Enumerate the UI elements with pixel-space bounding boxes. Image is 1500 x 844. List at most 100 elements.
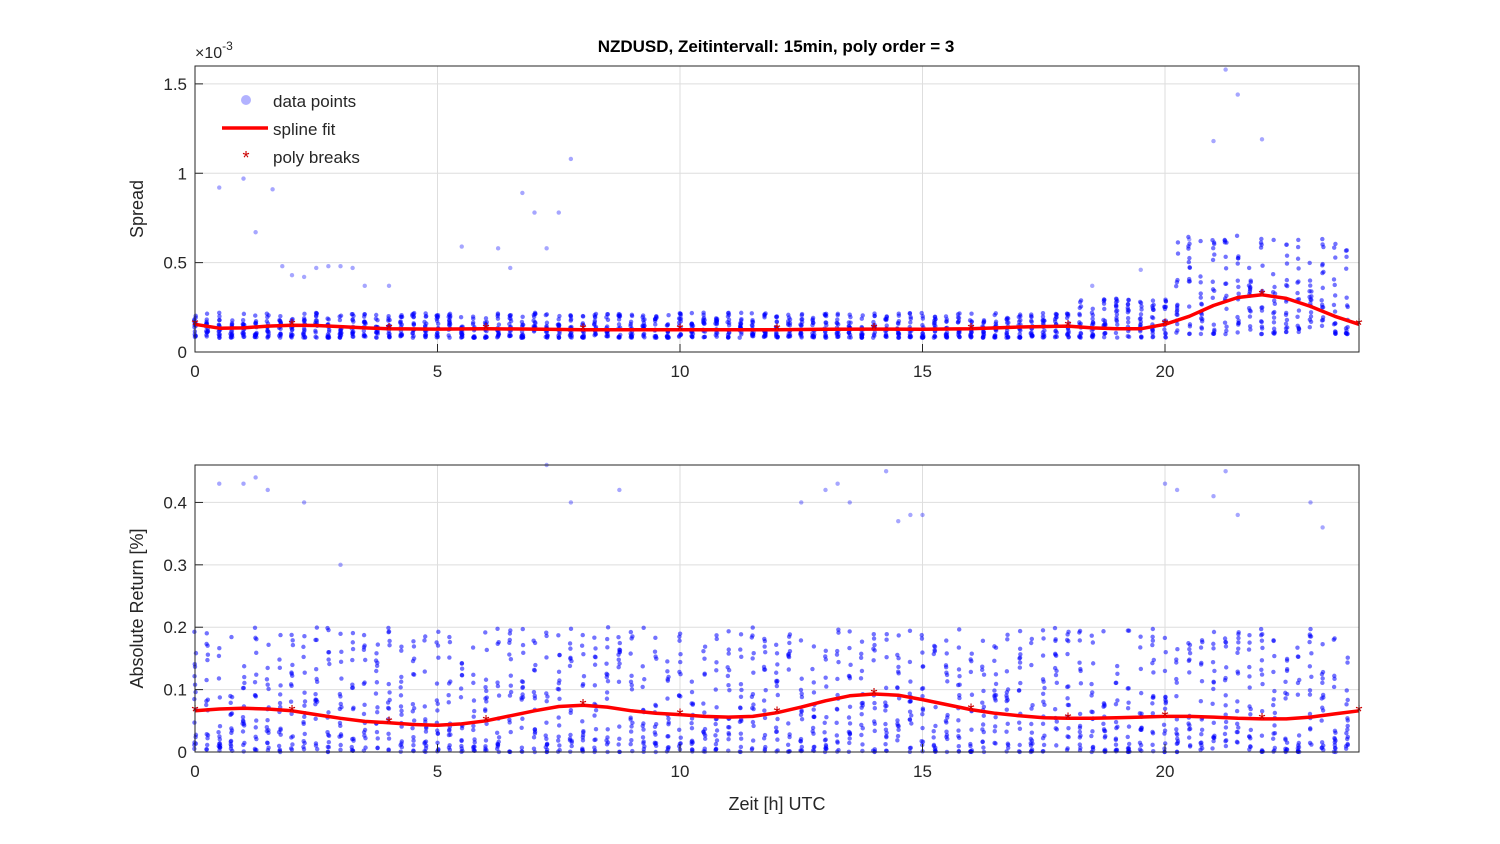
- data-point: [459, 661, 465, 666]
- data-point: [448, 732, 453, 737]
- data-point: [980, 722, 986, 727]
- data-point: [628, 629, 634, 635]
- data-point: [580, 683, 585, 688]
- y-tick-label: 0.4: [163, 493, 187, 512]
- data-point: [374, 680, 380, 685]
- data-point: [1272, 710, 1278, 716]
- poly-break-marker: *: [676, 321, 683, 341]
- data-point: [846, 715, 852, 720]
- data-point: [1125, 305, 1130, 310]
- data-point: [254, 672, 259, 677]
- data-point: [713, 721, 718, 727]
- data-point: [908, 320, 913, 325]
- data-point: [908, 314, 913, 320]
- data-point: [435, 314, 440, 320]
- data-point: [1307, 711, 1313, 717]
- data-point: [1258, 245, 1264, 250]
- data-point: [543, 733, 548, 738]
- data-point: [763, 311, 768, 316]
- data-point: [859, 316, 865, 321]
- data-point: [1175, 739, 1181, 744]
- data-point: [507, 640, 512, 646]
- data-point: [568, 708, 574, 713]
- data-point: [799, 708, 804, 713]
- data-point: [337, 691, 343, 697]
- data-point: [484, 721, 489, 727]
- data-point: [1115, 698, 1120, 703]
- data-point: [835, 676, 840, 682]
- data-point-outlier: [617, 487, 622, 493]
- data-point: [1186, 735, 1192, 740]
- data-point: [1041, 332, 1047, 337]
- data-point: [1186, 244, 1191, 249]
- data-point: [823, 648, 828, 653]
- data-point: [508, 656, 514, 662]
- data-point-outlier: [495, 246, 501, 251]
- data-point: [495, 316, 501, 321]
- data-point: [1064, 747, 1070, 753]
- data-point: [835, 312, 840, 318]
- data-point: [1041, 748, 1046, 754]
- data-point: [326, 739, 332, 745]
- data-point: [253, 321, 259, 326]
- data-point: [593, 737, 598, 742]
- data-point: [884, 323, 889, 328]
- data-point: [1320, 680, 1325, 686]
- data-point: [1126, 724, 1132, 729]
- data-point: [1271, 669, 1276, 675]
- data-point: [847, 740, 852, 746]
- data-point: [1260, 305, 1265, 310]
- data-point: [957, 692, 962, 698]
- data-point: [676, 320, 682, 325]
- data-point: [483, 696, 488, 701]
- data-point: [919, 632, 924, 638]
- data-point: [945, 679, 950, 684]
- data-point: [1138, 634, 1143, 639]
- data-point: [1295, 256, 1301, 261]
- data-point: [387, 638, 392, 644]
- data-point: [1211, 686, 1216, 692]
- data-point: [714, 317, 719, 322]
- data-point: [1053, 638, 1058, 643]
- data-point: [1052, 625, 1058, 631]
- data-point: [883, 741, 888, 747]
- data-point: [920, 316, 926, 321]
- data-point: [313, 691, 318, 697]
- data-point: [1040, 691, 1046, 697]
- data-point: [520, 322, 525, 328]
- data-point: [1259, 658, 1265, 663]
- data-point: [302, 334, 308, 340]
- data-point: [557, 652, 562, 658]
- x-tick-label: 15: [913, 762, 932, 781]
- data-point: [725, 673, 731, 679]
- data-point: [1113, 330, 1119, 336]
- data-point: [265, 717, 270, 723]
- data-point: [532, 668, 538, 673]
- data-point: [1028, 736, 1034, 742]
- data-point: [1307, 325, 1312, 330]
- data-point: [410, 725, 415, 731]
- data-point: [399, 739, 405, 744]
- data-point: [1247, 287, 1253, 292]
- data-point: [1248, 327, 1253, 332]
- data-point: [387, 334, 392, 340]
- data-point: [192, 720, 197, 725]
- data-point: [1332, 676, 1337, 682]
- data-point: [749, 694, 755, 700]
- data-point: [1331, 684, 1337, 690]
- data-point-outlier: [1090, 283, 1095, 289]
- data-point: [314, 697, 319, 703]
- data-point: [1284, 253, 1290, 258]
- data-point: [240, 330, 245, 336]
- data-point: [217, 332, 223, 337]
- data-point: [1150, 660, 1155, 666]
- data-point: [338, 327, 343, 333]
- data-point: [278, 313, 283, 319]
- data-point: [1173, 283, 1179, 289]
- y-tick-label: 1.5: [163, 75, 187, 94]
- data-point: [1005, 632, 1010, 638]
- data-point: [616, 742, 621, 747]
- data-point: [1065, 651, 1070, 657]
- data-point: [278, 683, 283, 688]
- data-point: [956, 645, 962, 650]
